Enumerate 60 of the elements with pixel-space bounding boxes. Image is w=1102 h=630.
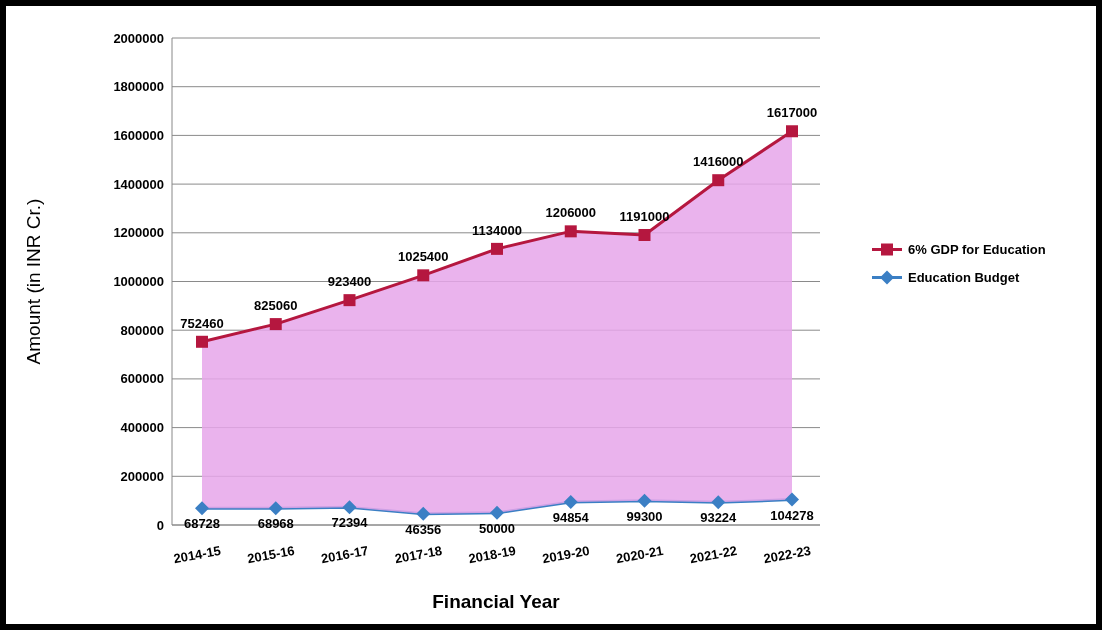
x-tick-label: 2017-18 (393, 543, 444, 567)
y-tick-label: 200000 (120, 468, 164, 484)
point (638, 228, 651, 241)
x-tick-label: 2022-23 (762, 543, 813, 567)
x-tick-label: 2020-21 (614, 543, 665, 567)
x-tick-label: 2019-20 (541, 543, 591, 567)
point (637, 493, 652, 508)
legend-label: 6% GDP for Education (908, 242, 1046, 258)
data-label: 1206000 (545, 205, 597, 221)
y-tick-label: 400000 (120, 420, 164, 436)
point (564, 225, 577, 238)
y-tick-label: 0 (156, 517, 164, 533)
data-label: 752460 (180, 315, 224, 331)
x-tick-label: 2021-22 (688, 543, 739, 567)
data-label: 923400 (327, 274, 372, 290)
y-tick-label: 1800000 (113, 79, 164, 95)
point (343, 294, 356, 307)
point (712, 174, 725, 187)
point (417, 269, 430, 282)
point (563, 494, 578, 509)
data-label: 50000 (478, 520, 516, 536)
point (711, 495, 726, 510)
data-label: 1191000 (619, 208, 670, 224)
data-label: 1025400 (397, 249, 449, 265)
point (269, 318, 282, 331)
x-tick-label: 2016-17 (319, 543, 370, 567)
y-tick-label: 600000 (120, 371, 164, 387)
data-label: 1134000 (472, 222, 522, 238)
y-tick-label: 1400000 (113, 176, 164, 192)
data-label: 93224 (700, 510, 738, 526)
point (342, 500, 357, 515)
point (196, 335, 208, 348)
y-tick-label: 2000000 (113, 30, 164, 46)
data-label: 1416000 (692, 154, 744, 170)
point (195, 501, 209, 516)
y-tick-label: 1200000 (113, 225, 164, 241)
point (416, 506, 431, 521)
legend-label: Education Budget (908, 270, 1020, 286)
data-label: 825060 (254, 298, 298, 314)
x-tick-label: 2018-19 (467, 543, 518, 567)
y-axis-title: Amount (in INR Cr.) (23, 198, 44, 365)
point (491, 242, 503, 255)
x-tick-label: 2014-15 (172, 543, 223, 567)
data-label: 99300 (626, 508, 663, 524)
y-tick-label: 1000000 (113, 274, 164, 290)
point (268, 501, 283, 516)
x-axis-title: Financial Year (432, 591, 561, 612)
data-label: 72394 (331, 515, 369, 531)
data-label: 104278 (770, 507, 814, 523)
point (786, 125, 798, 138)
point (490, 505, 504, 520)
data-label: 46356 (405, 521, 442, 537)
y-tick-label: 1600000 (113, 127, 164, 143)
data-label: 68728 (183, 516, 221, 532)
data-label: 94854 (552, 509, 590, 525)
x-tick-label: 2015-16 (246, 543, 296, 567)
data-label: 68968 (257, 516, 294, 532)
point (785, 492, 799, 507)
data-label: 1617000 (766, 105, 818, 121)
y-tick-label: 800000 (120, 322, 164, 338)
